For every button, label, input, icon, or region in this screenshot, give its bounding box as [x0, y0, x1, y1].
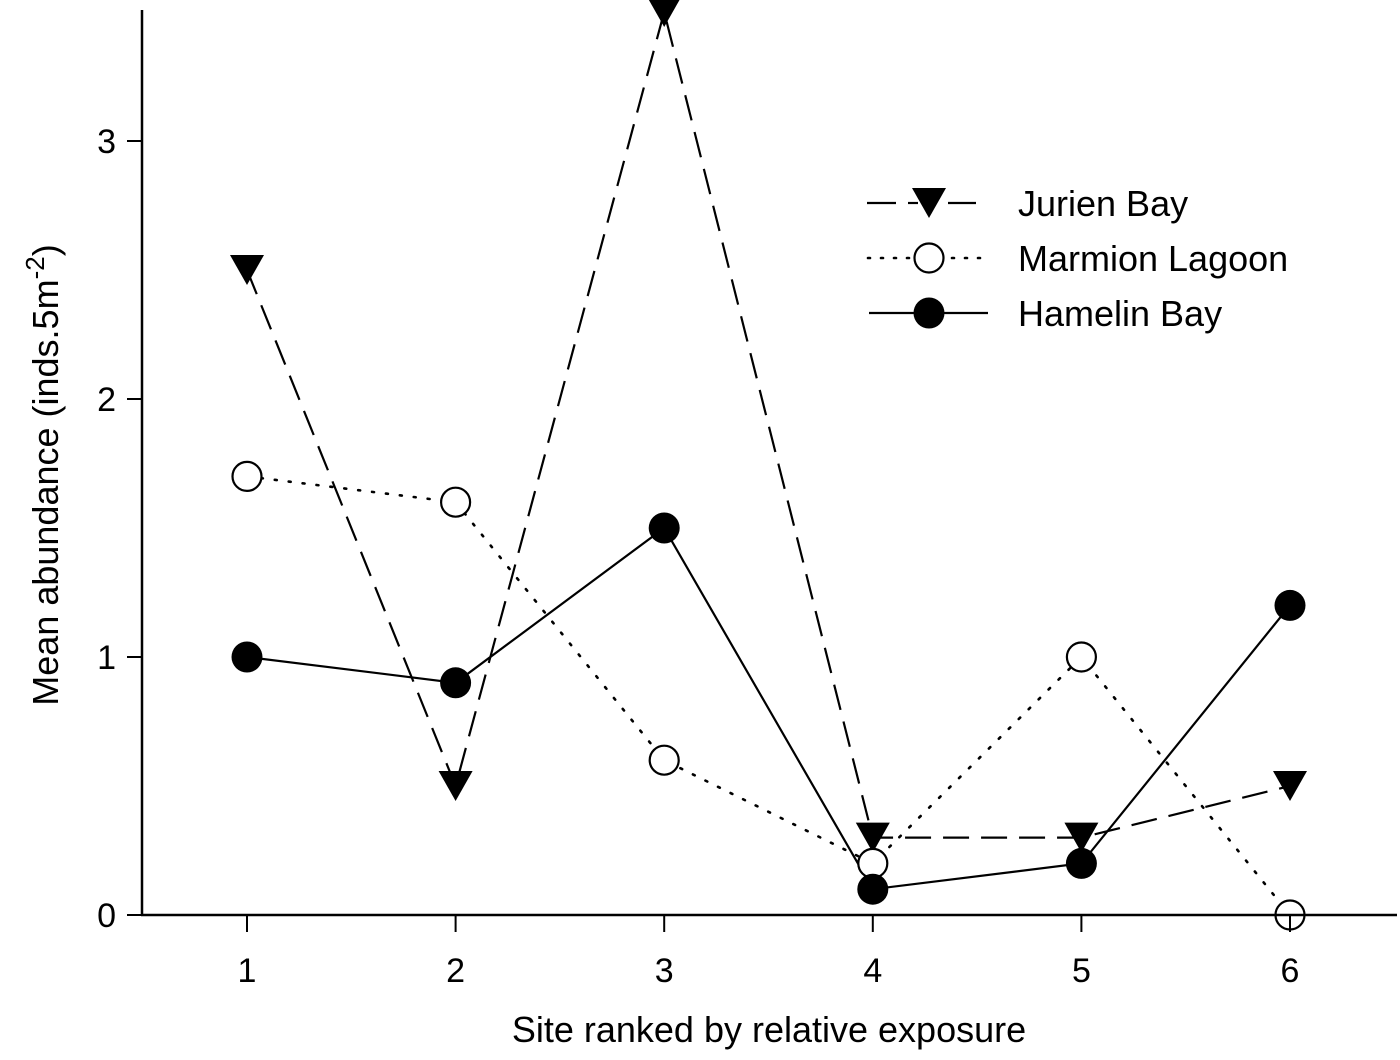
hamelin-bay-point: [1065, 847, 1097, 879]
x-tick-label: 3: [655, 952, 674, 990]
x-tick-label: 4: [863, 952, 882, 990]
y-axis-title: Mean abundance (inds.5m-2): [20, 244, 66, 705]
legend-item-marmion-lagoon: Marmion Lagoon: [866, 238, 1288, 279]
y-tick-label: 3: [97, 123, 116, 161]
legend: Jurien Bay Marmion Lagoon Hamelin Bay: [866, 183, 1288, 334]
legend-marker: [913, 242, 945, 274]
jurien-bay-point: [855, 822, 890, 853]
legend-label: Jurien Bay: [1018, 183, 1188, 224]
hamelin-bay-point: [440, 667, 472, 699]
x-axis-ticks: 1 2 3 4 5 6: [238, 916, 1300, 990]
plot-series-lines: [245, 7, 1292, 917]
legend-item-jurien-bay: Jurien Bay: [867, 183, 1188, 224]
marmion-lagoon-point: [440, 486, 472, 518]
x-axis-title: Site ranked by relative exposure: [512, 1009, 1026, 1050]
y-axis-ticks: 0 1 2 3: [97, 123, 142, 935]
jurien-bay-line: [245, 7, 1291, 839]
x-tick-label: 6: [1281, 952, 1300, 990]
legend-label: Hamelin Bay: [1018, 293, 1222, 334]
jurien-bay-point: [230, 255, 264, 285]
jurien-bay-point: [648, 0, 680, 27]
legend-item-hamelin-bay: Hamelin Bay: [869, 293, 1222, 334]
y-axis-title-superscript: -2: [20, 256, 50, 279]
marmion-lagoon-point: [231, 460, 263, 492]
marmion-lagoon-point: [648, 744, 680, 776]
legend-marker: [912, 188, 946, 218]
marmion-lagoon-point: [1065, 641, 1098, 673]
hamelin-bay-point: [648, 512, 680, 544]
jurien-bay-point: [1273, 771, 1307, 801]
y-tick-label: 0: [97, 897, 116, 935]
plot-series-markers: [230, 0, 1307, 931]
x-tick-label: 1: [238, 952, 257, 990]
jurien-bay-point: [438, 771, 473, 801]
y-axis-title-main: Mean abundance (inds.5m: [25, 279, 66, 705]
x-tick-label: 2: [446, 952, 465, 990]
legend-marker: [913, 297, 945, 329]
marmion-lagoon-point: [857, 847, 889, 880]
x-tick-label: 5: [1072, 952, 1091, 990]
hamelin-bay-point: [1274, 589, 1306, 621]
y-tick-label: 1: [97, 639, 116, 677]
hamelin-bay-point: [231, 641, 263, 673]
legend-label: Marmion Lagoon: [1018, 238, 1288, 279]
jurien-bay-point: [1064, 822, 1099, 853]
y-axis-title-close: ): [25, 244, 66, 256]
hamelin-bay-line: [246, 526, 1291, 891]
hamelin-bay-point: [857, 873, 889, 905]
y-tick-label: 2: [97, 381, 116, 419]
marmion-lagoon-line: [245, 475, 1292, 917]
